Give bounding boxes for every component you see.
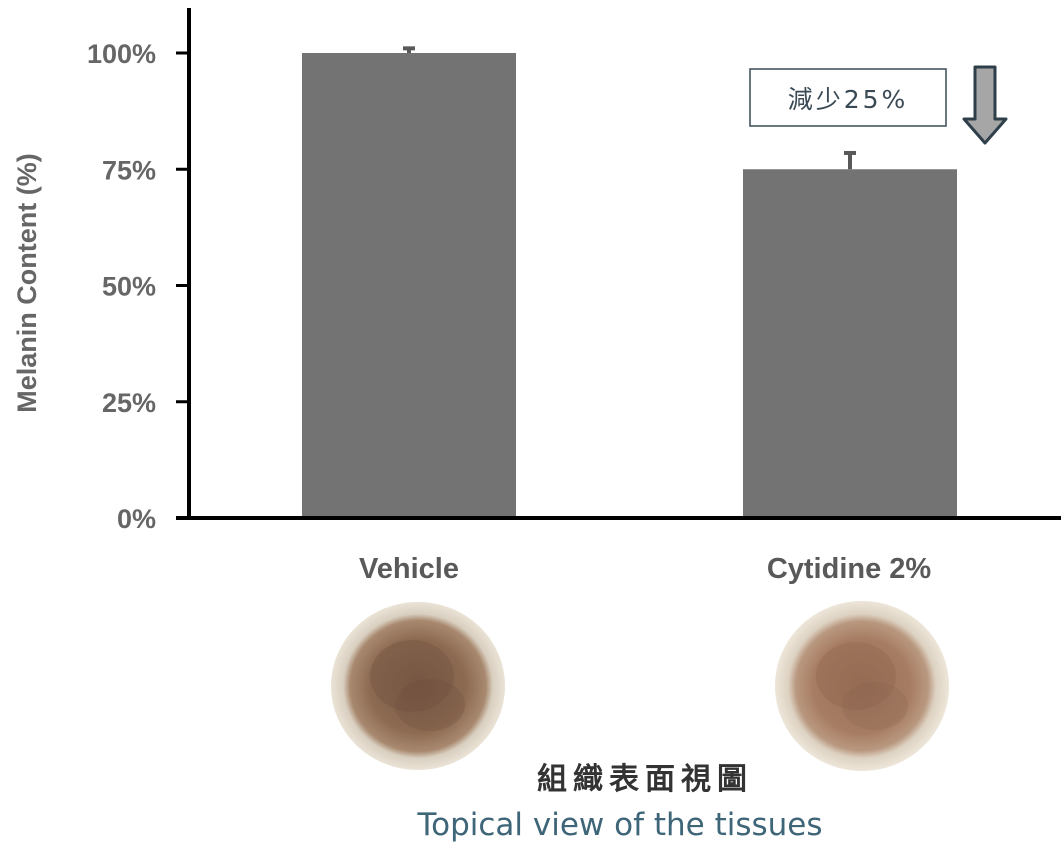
y-tick-label: 0% [117,504,156,534]
annotation-box [749,68,947,127]
y-tick-label: 100% [87,39,156,69]
y-tick-label: 25% [102,388,156,418]
bars-layer [302,53,957,518]
caption-english: Topical view of the tissues [416,807,822,843]
y-ticks-layer: 0% 25% 50% 75% 100% [87,39,189,534]
x-tick-label-vehicle: Vehicle [359,553,459,585]
bar-cytidine [743,169,957,518]
error-bar-cytidine [844,150,856,170]
cytidine-tissue-image [775,601,949,771]
caption-chinese: 組織表面視圖 [537,762,753,797]
y-tick-label: 75% [102,155,156,185]
x-tick-label-cytidine: Cytidine 2% [767,553,932,585]
y-axis-label: Melanin Content (%) [12,153,42,412]
vehicle-tissue-image [331,602,505,770]
error-bars-layer [403,46,856,170]
error-bar-vehicle [403,46,415,53]
reduction-annotation: 減少25% [749,65,1008,145]
bar-vehicle [302,53,516,518]
down-arrow-icon [962,65,1008,145]
annotation-text: 減少25% [788,85,909,114]
y-tick-label: 50% [102,272,156,302]
